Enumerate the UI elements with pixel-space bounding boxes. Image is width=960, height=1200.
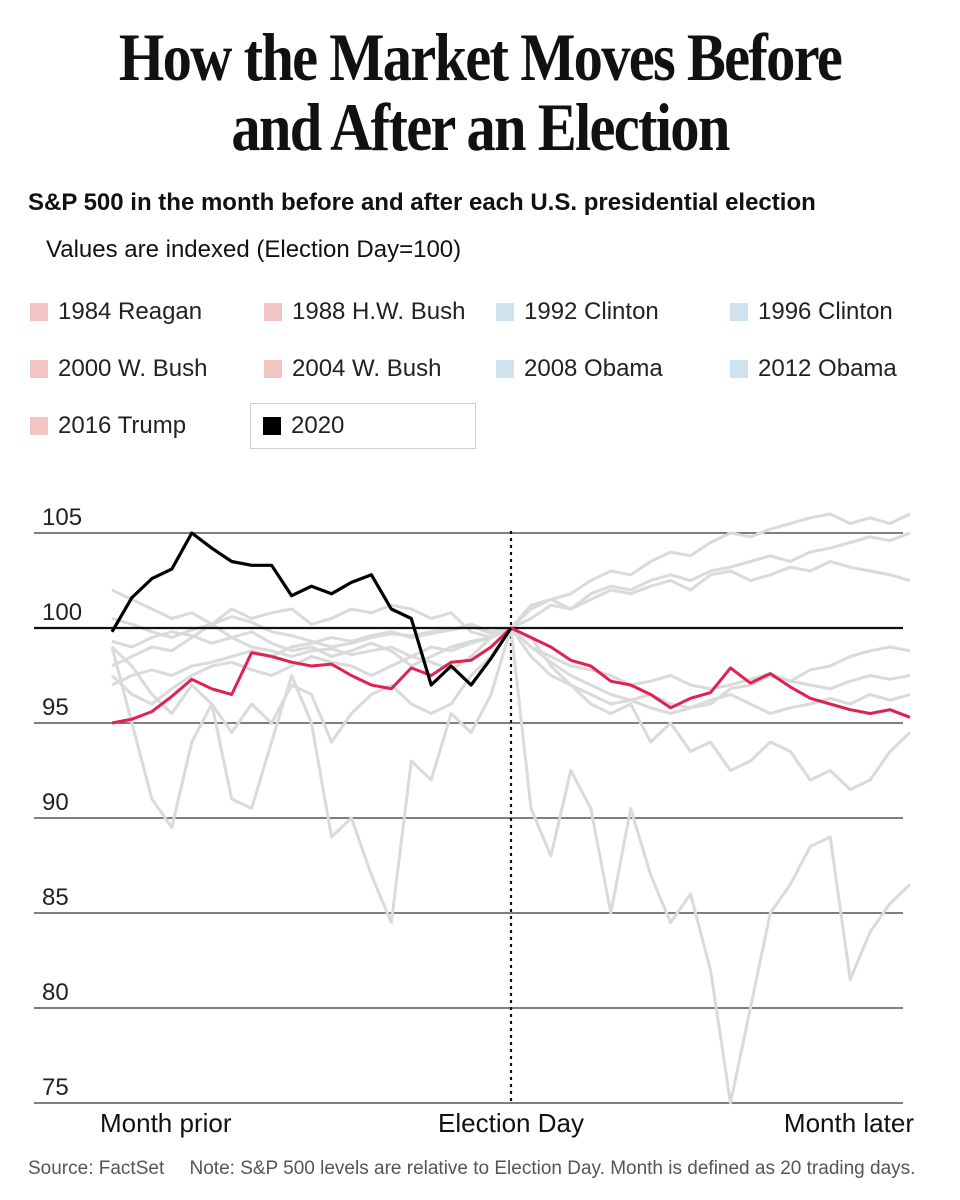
legend-item-2008-obama[interactable]: 2008 Obama <box>496 349 663 389</box>
y-tick-label-105: 105 <box>42 504 82 531</box>
legend-label: 1984 Reagan <box>58 298 203 325</box>
y-tick-label-85: 85 <box>42 884 69 911</box>
y-tick-label-95: 95 <box>42 694 69 721</box>
legend-item-2012-obama[interactable]: 2012 Obama <box>730 349 897 389</box>
legend-label: 2016 Trump <box>58 412 187 439</box>
chart-footer: Source: FactSet Note: S&P 500 levels are… <box>28 1158 915 1180</box>
line-chart: 75 80 85 90 95 100 105 Month prior Election Day M… <box>34 504 914 1138</box>
legend-label: 2000 W. Bush <box>58 355 208 382</box>
legend-item-2004-w-bush[interactable]: 2004 W. Bush <box>264 349 441 389</box>
source-text: Source: FactSet <box>28 1158 165 1179</box>
legend-label: 1992 Clinton <box>524 298 659 325</box>
legend-label: 2012 Obama <box>758 355 897 382</box>
y-tick-label-80: 80 <box>42 979 69 1006</box>
y-tick-label-75: 75 <box>42 1074 69 1101</box>
series-line-2020 <box>110 531 513 687</box>
chart-subtitle: S&P 500 in the month before and after ea… <box>28 189 816 216</box>
legend-item-1988-h-w-bush[interactable]: 1988 H.W. Bush <box>264 292 465 332</box>
legend-item-2000-w-bush[interactable]: 2000 W. Bush <box>30 349 207 389</box>
title-line-2: and After an Election <box>231 89 730 165</box>
legend-label: 2008 Obama <box>524 355 663 382</box>
legend-swatch <box>30 360 48 378</box>
legend-swatch <box>264 303 282 321</box>
legend-label: 2020 <box>291 412 345 439</box>
legend-item-1996-clinton[interactable]: 1996 Clinton <box>730 292 893 332</box>
chart-title: How the Market Moves Before and After an… <box>67 22 893 162</box>
legend-swatch <box>30 417 48 435</box>
x-tick-label-0: Month prior <box>100 1108 232 1138</box>
legend-item-1992-clinton[interactable]: 1992 Clinton <box>496 292 659 332</box>
legend-item-2020[interactable]: 2020 <box>250 403 476 449</box>
legend-swatch <box>264 360 282 378</box>
legend-swatch <box>496 360 514 378</box>
y-tick-label-90: 90 <box>42 789 69 816</box>
legend-swatch <box>30 303 48 321</box>
x-tick-label-1: Election Day <box>438 1108 584 1138</box>
legend-swatch <box>730 360 748 378</box>
index-note: Values are indexed (Election Day=100) <box>46 236 462 263</box>
legend-item-2016-trump[interactable]: 2016 Trump <box>30 406 186 446</box>
legend-label: 1988 H.W. Bush <box>292 298 466 325</box>
legend-item-1984-reagan[interactable]: 1984 Reagan <box>30 292 202 332</box>
legend-swatch <box>496 303 514 321</box>
legend-swatch <box>263 417 281 435</box>
legend-swatch <box>730 303 748 321</box>
title-line-1: How the Market Moves Before <box>118 19 843 95</box>
legend-label: 1996 Clinton <box>758 298 893 325</box>
footer-note: Note: S&P 500 levels are relative to Ele… <box>189 1158 916 1179</box>
x-tick-label-2: Month later <box>784 1108 914 1138</box>
y-tick-label-100: 100 <box>42 599 82 626</box>
legend-label: 2004 W. Bush <box>292 355 442 382</box>
